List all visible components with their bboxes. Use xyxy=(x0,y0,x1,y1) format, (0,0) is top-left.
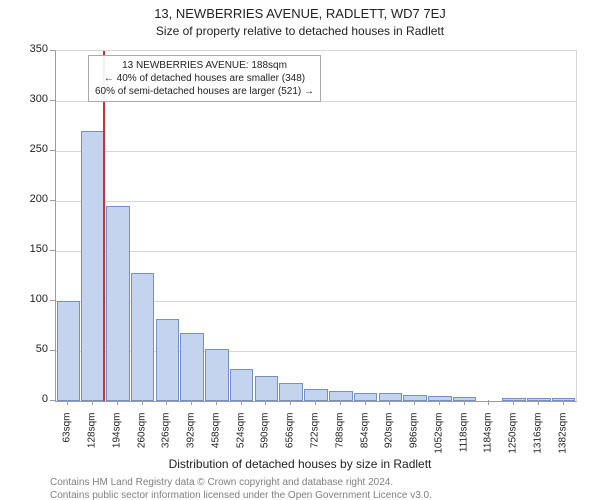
bar xyxy=(255,376,279,401)
x-tick xyxy=(265,400,266,405)
annotation-line2: ← 40% of detached houses are smaller (34… xyxy=(95,72,314,85)
x-tick xyxy=(92,400,93,405)
y-tick xyxy=(50,200,55,201)
bar xyxy=(527,398,551,401)
x-tick xyxy=(117,400,118,405)
y-tick-label: 100 xyxy=(20,293,48,305)
x-tick-label: 722sqm xyxy=(310,413,321,463)
x-tick xyxy=(315,400,316,405)
x-tick-label: 986sqm xyxy=(409,413,420,463)
bar xyxy=(180,333,204,401)
x-tick-label: 194sqm xyxy=(111,413,122,463)
x-tick-label: 326sqm xyxy=(161,413,172,463)
y-tick xyxy=(50,50,55,51)
bar xyxy=(329,391,353,401)
x-tick-label: 656sqm xyxy=(285,413,296,463)
y-tick-label: 0 xyxy=(20,393,48,405)
bar xyxy=(230,369,254,401)
x-tick xyxy=(166,400,167,405)
y-tick xyxy=(50,100,55,101)
x-tick-label: 128sqm xyxy=(87,413,98,463)
x-tick-label: 1052sqm xyxy=(433,413,444,463)
x-tick xyxy=(414,400,415,405)
x-tick-label: 788sqm xyxy=(334,413,345,463)
footer-line1: Contains HM Land Registry data © Crown c… xyxy=(50,477,393,488)
y-tick xyxy=(50,300,55,301)
x-tick xyxy=(538,400,539,405)
y-tick xyxy=(50,150,55,151)
x-tick-label: 63sqm xyxy=(62,413,73,463)
x-tick xyxy=(464,400,465,405)
x-tick xyxy=(488,400,489,405)
x-tick xyxy=(389,400,390,405)
x-tick-label: 392sqm xyxy=(186,413,197,463)
chart-container: 13, NEWBERRIES AVENUE, RADLETT, WD7 7EJ … xyxy=(0,0,600,500)
x-tick-label: 1118sqm xyxy=(458,413,469,463)
x-tick-label: 524sqm xyxy=(235,413,246,463)
y-tick-label: 50 xyxy=(20,343,48,355)
y-tick-label: 250 xyxy=(20,143,48,155)
x-tick-label: 458sqm xyxy=(210,413,221,463)
bar xyxy=(279,383,303,401)
bar xyxy=(131,273,155,401)
chart-title-line1: 13, NEWBERRIES AVENUE, RADLETT, WD7 7EJ xyxy=(0,6,600,21)
bar xyxy=(205,349,229,401)
y-tick xyxy=(50,250,55,251)
bar xyxy=(81,131,105,401)
gridline xyxy=(56,251,576,252)
bar xyxy=(57,301,81,401)
bar xyxy=(106,206,130,401)
x-tick xyxy=(67,400,68,405)
annotation-line3: 60% of semi-detached houses are larger (… xyxy=(95,85,314,98)
plot-area xyxy=(55,50,577,402)
x-tick-label: 854sqm xyxy=(359,413,370,463)
reference-line xyxy=(103,51,105,401)
x-tick-label: 590sqm xyxy=(260,413,271,463)
x-tick xyxy=(290,400,291,405)
x-tick xyxy=(216,400,217,405)
y-tick-label: 300 xyxy=(20,93,48,105)
annotation-box: 13 NEWBERRIES AVENUE: 188sqm← 40% of det… xyxy=(88,55,321,102)
x-tick-label: 1382sqm xyxy=(557,413,568,463)
x-tick xyxy=(365,400,366,405)
y-tick-label: 200 xyxy=(20,193,48,205)
chart-title-line2: Size of property relative to detached ho… xyxy=(0,24,600,38)
x-tick xyxy=(191,400,192,405)
footer-line2: Contains public sector information licen… xyxy=(50,490,432,500)
bar xyxy=(428,396,452,401)
x-tick xyxy=(513,400,514,405)
y-tick xyxy=(50,350,55,351)
x-tick-label: 1184sqm xyxy=(483,413,494,463)
y-tick-label: 350 xyxy=(20,43,48,55)
annotation-line1: 13 NEWBERRIES AVENUE: 188sqm xyxy=(95,59,314,72)
x-tick-label: 920sqm xyxy=(384,413,395,463)
x-tick xyxy=(241,400,242,405)
bar xyxy=(156,319,180,401)
x-tick xyxy=(340,400,341,405)
x-tick-label: 260sqm xyxy=(136,413,147,463)
x-tick-label: 1316sqm xyxy=(532,413,543,463)
gridline xyxy=(56,201,576,202)
x-tick-label: 1250sqm xyxy=(508,413,519,463)
x-tick xyxy=(439,400,440,405)
y-tick xyxy=(50,400,55,401)
y-tick-label: 150 xyxy=(20,243,48,255)
x-tick xyxy=(563,400,564,405)
gridline xyxy=(56,151,576,152)
x-tick xyxy=(142,400,143,405)
